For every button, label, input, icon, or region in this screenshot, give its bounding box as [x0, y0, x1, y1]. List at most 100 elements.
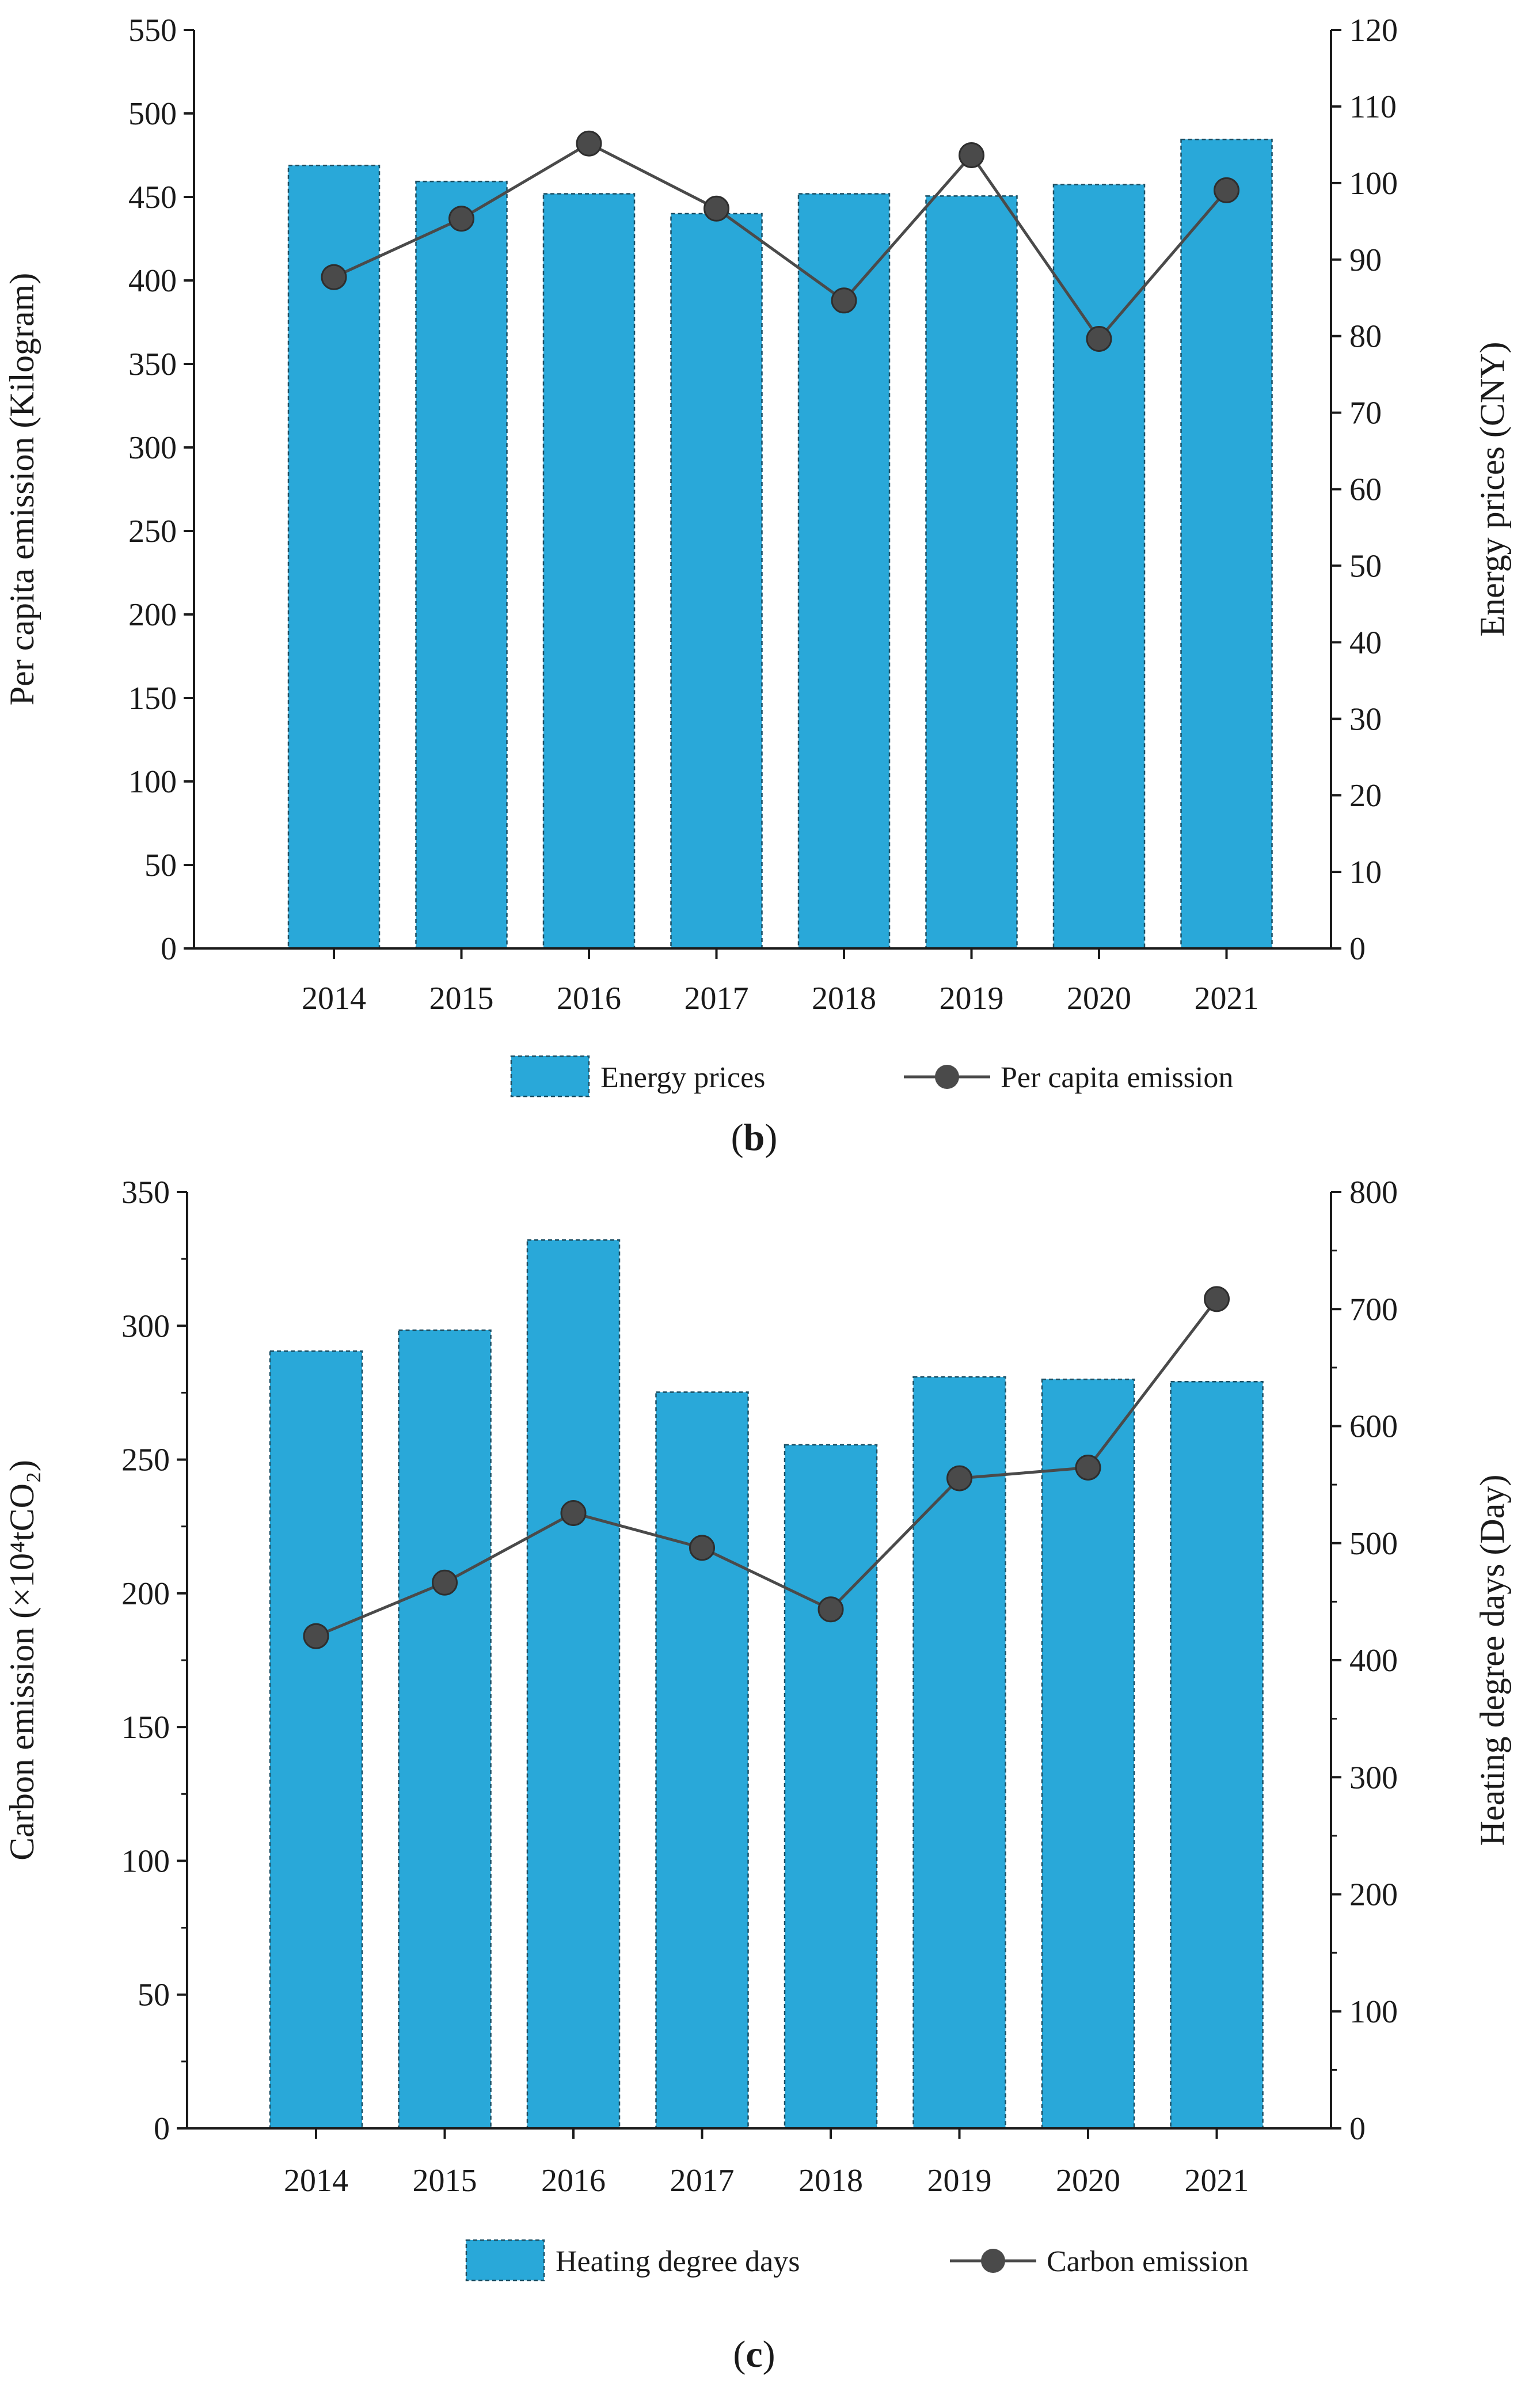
right-axis-title: Energy prices (CNY) — [1473, 341, 1511, 636]
emission-line — [333, 142, 1228, 341]
x-tick-label: 2018 — [798, 2163, 863, 2199]
right-tick-label: 40 — [1349, 625, 1382, 661]
left-axis-title: Per capita emission (Kilogram) — [3, 273, 41, 705]
emission-point-2020 — [1075, 1455, 1101, 1481]
legend-line-marker — [935, 1065, 959, 1089]
left-axis-title: Carbon emission (×10⁴tCO₂) — [3, 1460, 41, 1861]
left-tick-label: 0 — [161, 931, 177, 967]
left-tick-label: 500 — [128, 96, 177, 132]
x-tick-label: 2018 — [812, 981, 876, 1016]
right-tick-label: 110 — [1349, 89, 1397, 125]
left-tick-label: 400 — [128, 263, 177, 299]
right-tick-label: 100 — [1349, 1994, 1398, 2030]
bar-2017 — [655, 1391, 749, 2130]
panel-label-open: ( — [733, 2333, 746, 2375]
legend-line-marker — [981, 2249, 1005, 2273]
panel-label-close: ) — [763, 2333, 775, 2375]
left-tick-label: 100 — [128, 764, 177, 800]
emission-point-2016 — [560, 1500, 587, 1526]
bar-2018 — [784, 1444, 878, 2130]
left-tick-label: 150 — [121, 1710, 170, 1745]
x-tick-label: 2016 — [541, 2163, 606, 2199]
left-tick-label: 50 — [138, 1978, 170, 2013]
bar-2020 — [1041, 1378, 1135, 2130]
emission-line — [315, 1298, 1218, 1638]
left-tick-label: 250 — [121, 1443, 170, 1478]
left-tick-label: 450 — [128, 180, 177, 215]
right-tick-label: 200 — [1349, 1877, 1398, 1913]
bar-2014 — [269, 1350, 363, 2130]
right-tick-label: 500 — [1349, 1526, 1398, 1562]
bar-2016 — [526, 1239, 621, 2130]
x-tick-label: 2014 — [302, 981, 366, 1016]
right-tick-label: 90 — [1349, 242, 1382, 278]
x-tick-label: 2020 — [1067, 981, 1131, 1016]
chart-panel-c: 0 50 100 150 200 250 300 350 0 100 200 300 400 500 600… — [3, 1175, 1511, 2375]
emission-point-2018 — [831, 287, 857, 314]
right-tick-label: 800 — [1349, 1175, 1398, 1210]
bar-2021 — [1180, 138, 1273, 950]
left-tick-label: 350 — [121, 1175, 170, 1210]
panel-label-letter: c — [746, 2333, 762, 2375]
emission-point-2019 — [946, 1465, 972, 1491]
left-tick-label: 300 — [121, 1308, 170, 1344]
emission-point-2017 — [689, 1535, 715, 1561]
bar-2016 — [542, 193, 636, 950]
left-tick-label: 0 — [154, 2111, 170, 2147]
right-tick-label: 70 — [1349, 396, 1382, 431]
x-tick-label: 2017 — [670, 2163, 735, 2199]
right-tick-label: 30 — [1349, 701, 1382, 737]
right-tick-label: 100 — [1349, 166, 1398, 202]
right-tick-label: 120 — [1349, 13, 1398, 48]
right-tick-label: 80 — [1349, 319, 1382, 355]
emission-point-2014 — [321, 264, 347, 290]
right-tick-label: 0 — [1349, 931, 1366, 967]
emission-point-2021 — [1214, 177, 1239, 203]
left-tick-label: 300 — [128, 430, 177, 466]
legend-line-label: Per capita emission — [1001, 1061, 1233, 1094]
right-tick-label: 60 — [1349, 472, 1382, 508]
bar-2014 — [287, 165, 381, 950]
bar-2015 — [398, 1329, 492, 2130]
x-tick-label: 2015 — [429, 981, 494, 1016]
right-tick-label: 50 — [1349, 548, 1382, 584]
emission-point-2021 — [1204, 1286, 1230, 1312]
left-tick-label: 200 — [121, 1576, 170, 1612]
panel-label: (c) — [733, 2333, 775, 2375]
chart-panel-b: 0 50 100 150 200 250 300 350 400 450 500 550 0 10 20 30… — [3, 13, 1511, 1159]
x-tick-label: 2019 — [927, 2163, 992, 2199]
legend-bar-swatch — [465, 2239, 545, 2282]
x-tick-label: 2020 — [1056, 2163, 1120, 2199]
bar-2019 — [912, 1376, 1006, 2130]
right-tick-label: 20 — [1349, 778, 1382, 814]
right-tick-label: 400 — [1349, 1643, 1398, 1679]
emission-point-2019 — [959, 142, 984, 168]
right-tick-label: 10 — [1349, 855, 1382, 890]
left-tick-label: 350 — [128, 347, 177, 382]
panel-label-letter: b — [744, 1117, 765, 1159]
left-tick-label: 100 — [121, 1843, 170, 1879]
left-tick-label: 250 — [128, 514, 177, 549]
x-tick-label: 2021 — [1185, 2163, 1249, 2199]
bar-2018 — [797, 193, 891, 950]
emission-point-2018 — [817, 1596, 844, 1623]
right-tick-label: 600 — [1349, 1409, 1398, 1445]
emission-point-2015 — [432, 1569, 458, 1596]
emission-point-2015 — [448, 206, 474, 232]
left-tick-label: 200 — [128, 597, 177, 633]
panel-label-open: ( — [731, 1117, 744, 1159]
emission-point-2016 — [576, 130, 602, 157]
right-tick-label: 700 — [1349, 1292, 1398, 1327]
left-tick-label: 150 — [128, 681, 177, 716]
bar-2017 — [670, 212, 763, 950]
bar-2019 — [925, 195, 1018, 950]
emission-point-2017 — [704, 195, 729, 222]
legend-line-label: Carbon emission — [1047, 2245, 1249, 2278]
panel-label: (b) — [731, 1117, 778, 1159]
emission-point-2020 — [1086, 326, 1112, 352]
bar-2021 — [1170, 1381, 1264, 2130]
x-tick-label: 2016 — [557, 981, 621, 1016]
x-tick-label: 2019 — [940, 981, 1004, 1016]
emission-point-2014 — [303, 1623, 329, 1649]
right-axis-title: Heating degree days (Day) — [1473, 1475, 1511, 1846]
